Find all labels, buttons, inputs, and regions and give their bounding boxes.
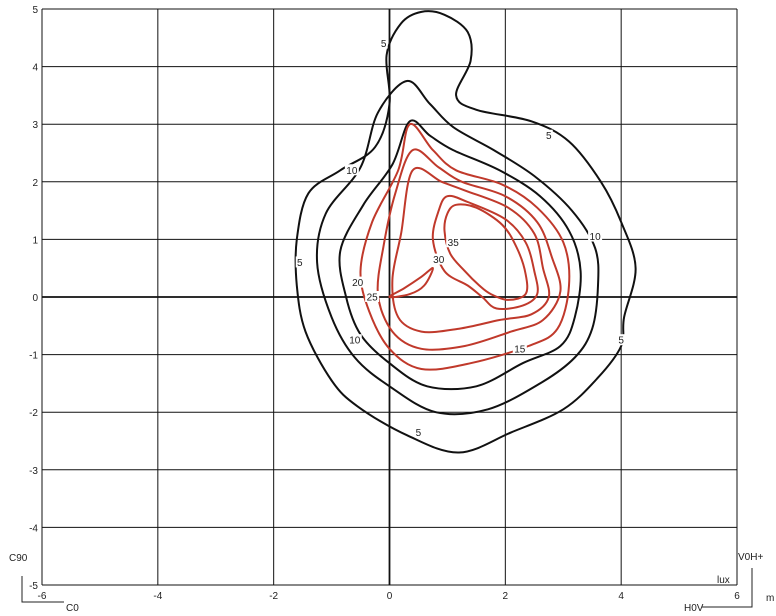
isolux-contour-40 — [443, 203, 529, 301]
y-tick-label: -1 — [29, 351, 38, 362]
x-tick-label: -2 — [269, 591, 278, 602]
contour-label-bg — [365, 291, 380, 302]
x-tick-label: -6 — [38, 591, 47, 602]
y-tick-label: -2 — [29, 408, 38, 419]
corner-label-v0h: V0H+ — [738, 552, 763, 563]
y-tick-label: 0 — [32, 293, 38, 304]
contour-label-bg — [414, 426, 423, 438]
contour-label-bg — [544, 129, 553, 141]
axis-unit-label: m — [766, 593, 774, 604]
contour-label-bg — [295, 256, 304, 268]
contour-label-bg — [446, 236, 461, 248]
isolux-contour-20 — [359, 123, 571, 371]
corner-label-c90: C90 — [9, 553, 28, 564]
contour-label-bg — [431, 253, 446, 265]
corner-markers: C90 C0 V0H+ H0V lux m — [9, 552, 774, 614]
x-tick-label: -4 — [153, 591, 162, 602]
isolux-contours — [294, 10, 637, 454]
y-tick-label: 3 — [32, 120, 38, 131]
contour-label-bg — [617, 334, 626, 346]
corner-label-c0: C0 — [66, 603, 79, 614]
y-tick-label: -4 — [29, 523, 38, 534]
isolux-contour-40 — [388, 267, 434, 299]
contour-label-bg — [379, 37, 388, 49]
isolux-contour-15 — [338, 119, 582, 391]
isolux-contour-30 — [391, 166, 551, 334]
x-tick-label: 2 — [503, 591, 509, 602]
contour-label: 5 — [381, 39, 387, 50]
y-tick-label: -5 — [29, 581, 38, 592]
x-tick-label: 0 — [387, 591, 393, 602]
contour-label: 15 — [514, 344, 526, 355]
y-tick-label: 4 — [32, 63, 38, 74]
contour-label: 5 — [416, 428, 422, 439]
isolux-contour-5 — [294, 10, 637, 454]
corner-bracket-right — [702, 568, 753, 608]
contour-label: 5 — [546, 131, 552, 142]
contour-label-bg — [350, 276, 365, 288]
contour-label: 10 — [346, 166, 358, 177]
contour-label: 5 — [297, 258, 303, 269]
contour-label: 25 — [367, 293, 379, 304]
contour-label: 35 — [448, 238, 460, 249]
y-tick-label: 2 — [32, 178, 38, 189]
contour-label-bg — [344, 164, 359, 176]
isolux-contour-10 — [315, 79, 600, 416]
isolux-contour-25 — [376, 148, 562, 351]
contour-label-bg — [512, 342, 527, 354]
contour-label: 30 — [433, 255, 445, 266]
x-tick-label: 6 — [734, 591, 740, 602]
contour-label-bg — [347, 334, 362, 346]
y-tick-label: -3 — [29, 466, 38, 477]
x-tick-label: 4 — [618, 591, 624, 602]
isolux-contour-35 — [431, 194, 539, 311]
tick-labels: -6 -4 -2 0 2 4 6 -5 -4 -3 -2 -1 0 1 2 3 4 5 — [29, 5, 740, 602]
contour-label: 20 — [352, 278, 364, 289]
contour-label: 10 — [590, 232, 602, 243]
y-tick-label: 1 — [32, 235, 38, 246]
corner-label-h0v: H0V — [684, 603, 704, 614]
contour-label-bg — [588, 230, 603, 242]
y-tick-label: 5 — [32, 5, 38, 16]
contour-label: 5 — [618, 336, 624, 347]
contour-label: 10 — [349, 336, 361, 347]
unit-label: lux — [717, 575, 730, 586]
corner-bracket-left — [21, 576, 64, 603]
